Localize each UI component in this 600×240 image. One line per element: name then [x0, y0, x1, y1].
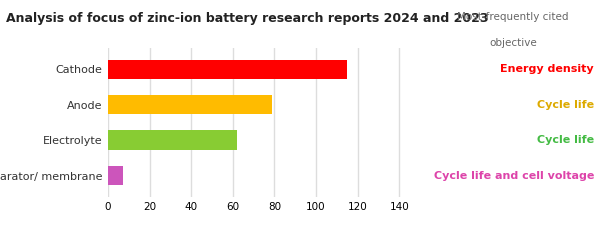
Text: Energy density: Energy density: [500, 64, 594, 74]
Text: Most-frequently cited: Most-frequently cited: [457, 12, 569, 22]
Bar: [108, 130, 237, 150]
Text: objective: objective: [489, 38, 537, 48]
Text: Cycle life: Cycle life: [537, 100, 594, 110]
Text: Cycle life: Cycle life: [537, 135, 594, 145]
Bar: [108, 166, 122, 185]
Text: Analysis of focus of zinc-ion battery research reports 2024 and 2023: Analysis of focus of zinc-ion battery re…: [6, 12, 488, 25]
Bar: [108, 60, 347, 79]
Text: Cycle life and cell voltage: Cycle life and cell voltage: [434, 171, 594, 180]
Bar: [108, 95, 272, 114]
